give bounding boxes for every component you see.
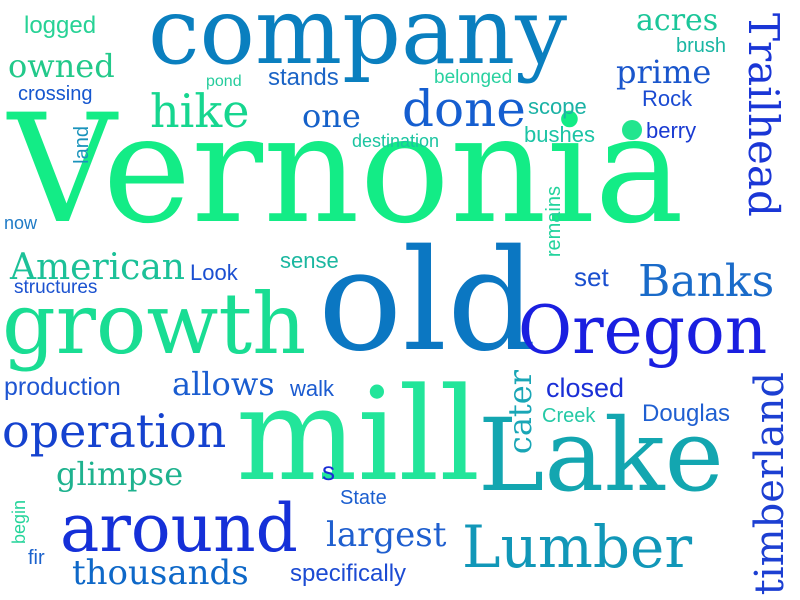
word-look: Look xyxy=(190,260,238,285)
word-lake: Lake xyxy=(478,397,724,514)
word-state: State xyxy=(340,487,387,509)
word-timberland-wrap: timberland xyxy=(747,372,793,600)
word-logged: logged xyxy=(24,12,97,39)
word-destination: destination xyxy=(352,131,440,151)
word-thousands: thousands xyxy=(72,553,249,593)
word-fir: fir xyxy=(28,547,45,569)
word-berry: berry xyxy=(646,118,697,143)
word-glimpse: glimpse xyxy=(56,455,184,493)
word-american: American xyxy=(10,247,185,288)
word-closed: closed xyxy=(546,373,625,403)
word-belonged: belonged xyxy=(434,67,513,88)
word-prime: prime xyxy=(616,53,712,91)
word-land: land xyxy=(71,126,93,164)
word-scope: scope xyxy=(528,94,587,119)
word-rock: Rock xyxy=(642,86,693,111)
word-hike: hike xyxy=(150,84,250,138)
word-timberland: timberland xyxy=(747,372,793,596)
word-creek: Creek xyxy=(542,405,596,427)
word-begin: begin xyxy=(9,500,29,545)
word-old: old xyxy=(318,220,537,383)
word-set: set xyxy=(574,262,609,292)
word-around: around xyxy=(60,490,298,567)
word-growth: growth xyxy=(2,275,307,373)
word-acres: acres xyxy=(636,3,719,38)
word-bushes: bushes xyxy=(524,122,595,147)
word-s: s xyxy=(322,456,335,486)
word-allows: allows xyxy=(172,365,275,403)
word-mill: mill xyxy=(236,361,481,510)
word-one: one xyxy=(302,97,361,135)
word-brush: brush xyxy=(676,35,727,57)
word-owned: owned xyxy=(8,47,115,85)
word-banks: Banks xyxy=(638,256,775,307)
word-trailhead: Trailhead xyxy=(739,13,788,217)
word-remains: remains xyxy=(543,186,565,258)
dot-mark xyxy=(622,120,642,140)
word-operation: operation xyxy=(2,404,227,458)
word-stands: stands xyxy=(268,64,339,91)
word-crossing: crossing xyxy=(18,83,93,105)
word-lumber: Lumber xyxy=(462,513,693,581)
word-company: company xyxy=(148,0,568,85)
word-walk: walk xyxy=(290,376,335,401)
word-specifically: specifically xyxy=(290,560,407,587)
word-production: production xyxy=(4,373,121,401)
word-pond: pond xyxy=(206,73,242,90)
word-cater: cater xyxy=(501,370,539,455)
word-land-wrap: land xyxy=(71,126,93,168)
word-cater-wrap: cater xyxy=(501,370,539,459)
word-now: now xyxy=(4,213,38,233)
word-largest: largest xyxy=(326,515,447,555)
word-oregon: Oregon xyxy=(518,292,768,369)
word-douglas: Douglas xyxy=(642,400,731,427)
word-vernonia: Vernonia xyxy=(8,83,684,257)
word-sense: sense xyxy=(280,248,339,273)
word-structures: structures xyxy=(14,277,98,298)
word-begin-wrap: begin xyxy=(9,500,29,547)
word-remains-wrap: remains xyxy=(543,186,565,261)
word-done: done xyxy=(402,80,526,138)
word-trailhead-wrap: Trailhead xyxy=(739,6,788,217)
